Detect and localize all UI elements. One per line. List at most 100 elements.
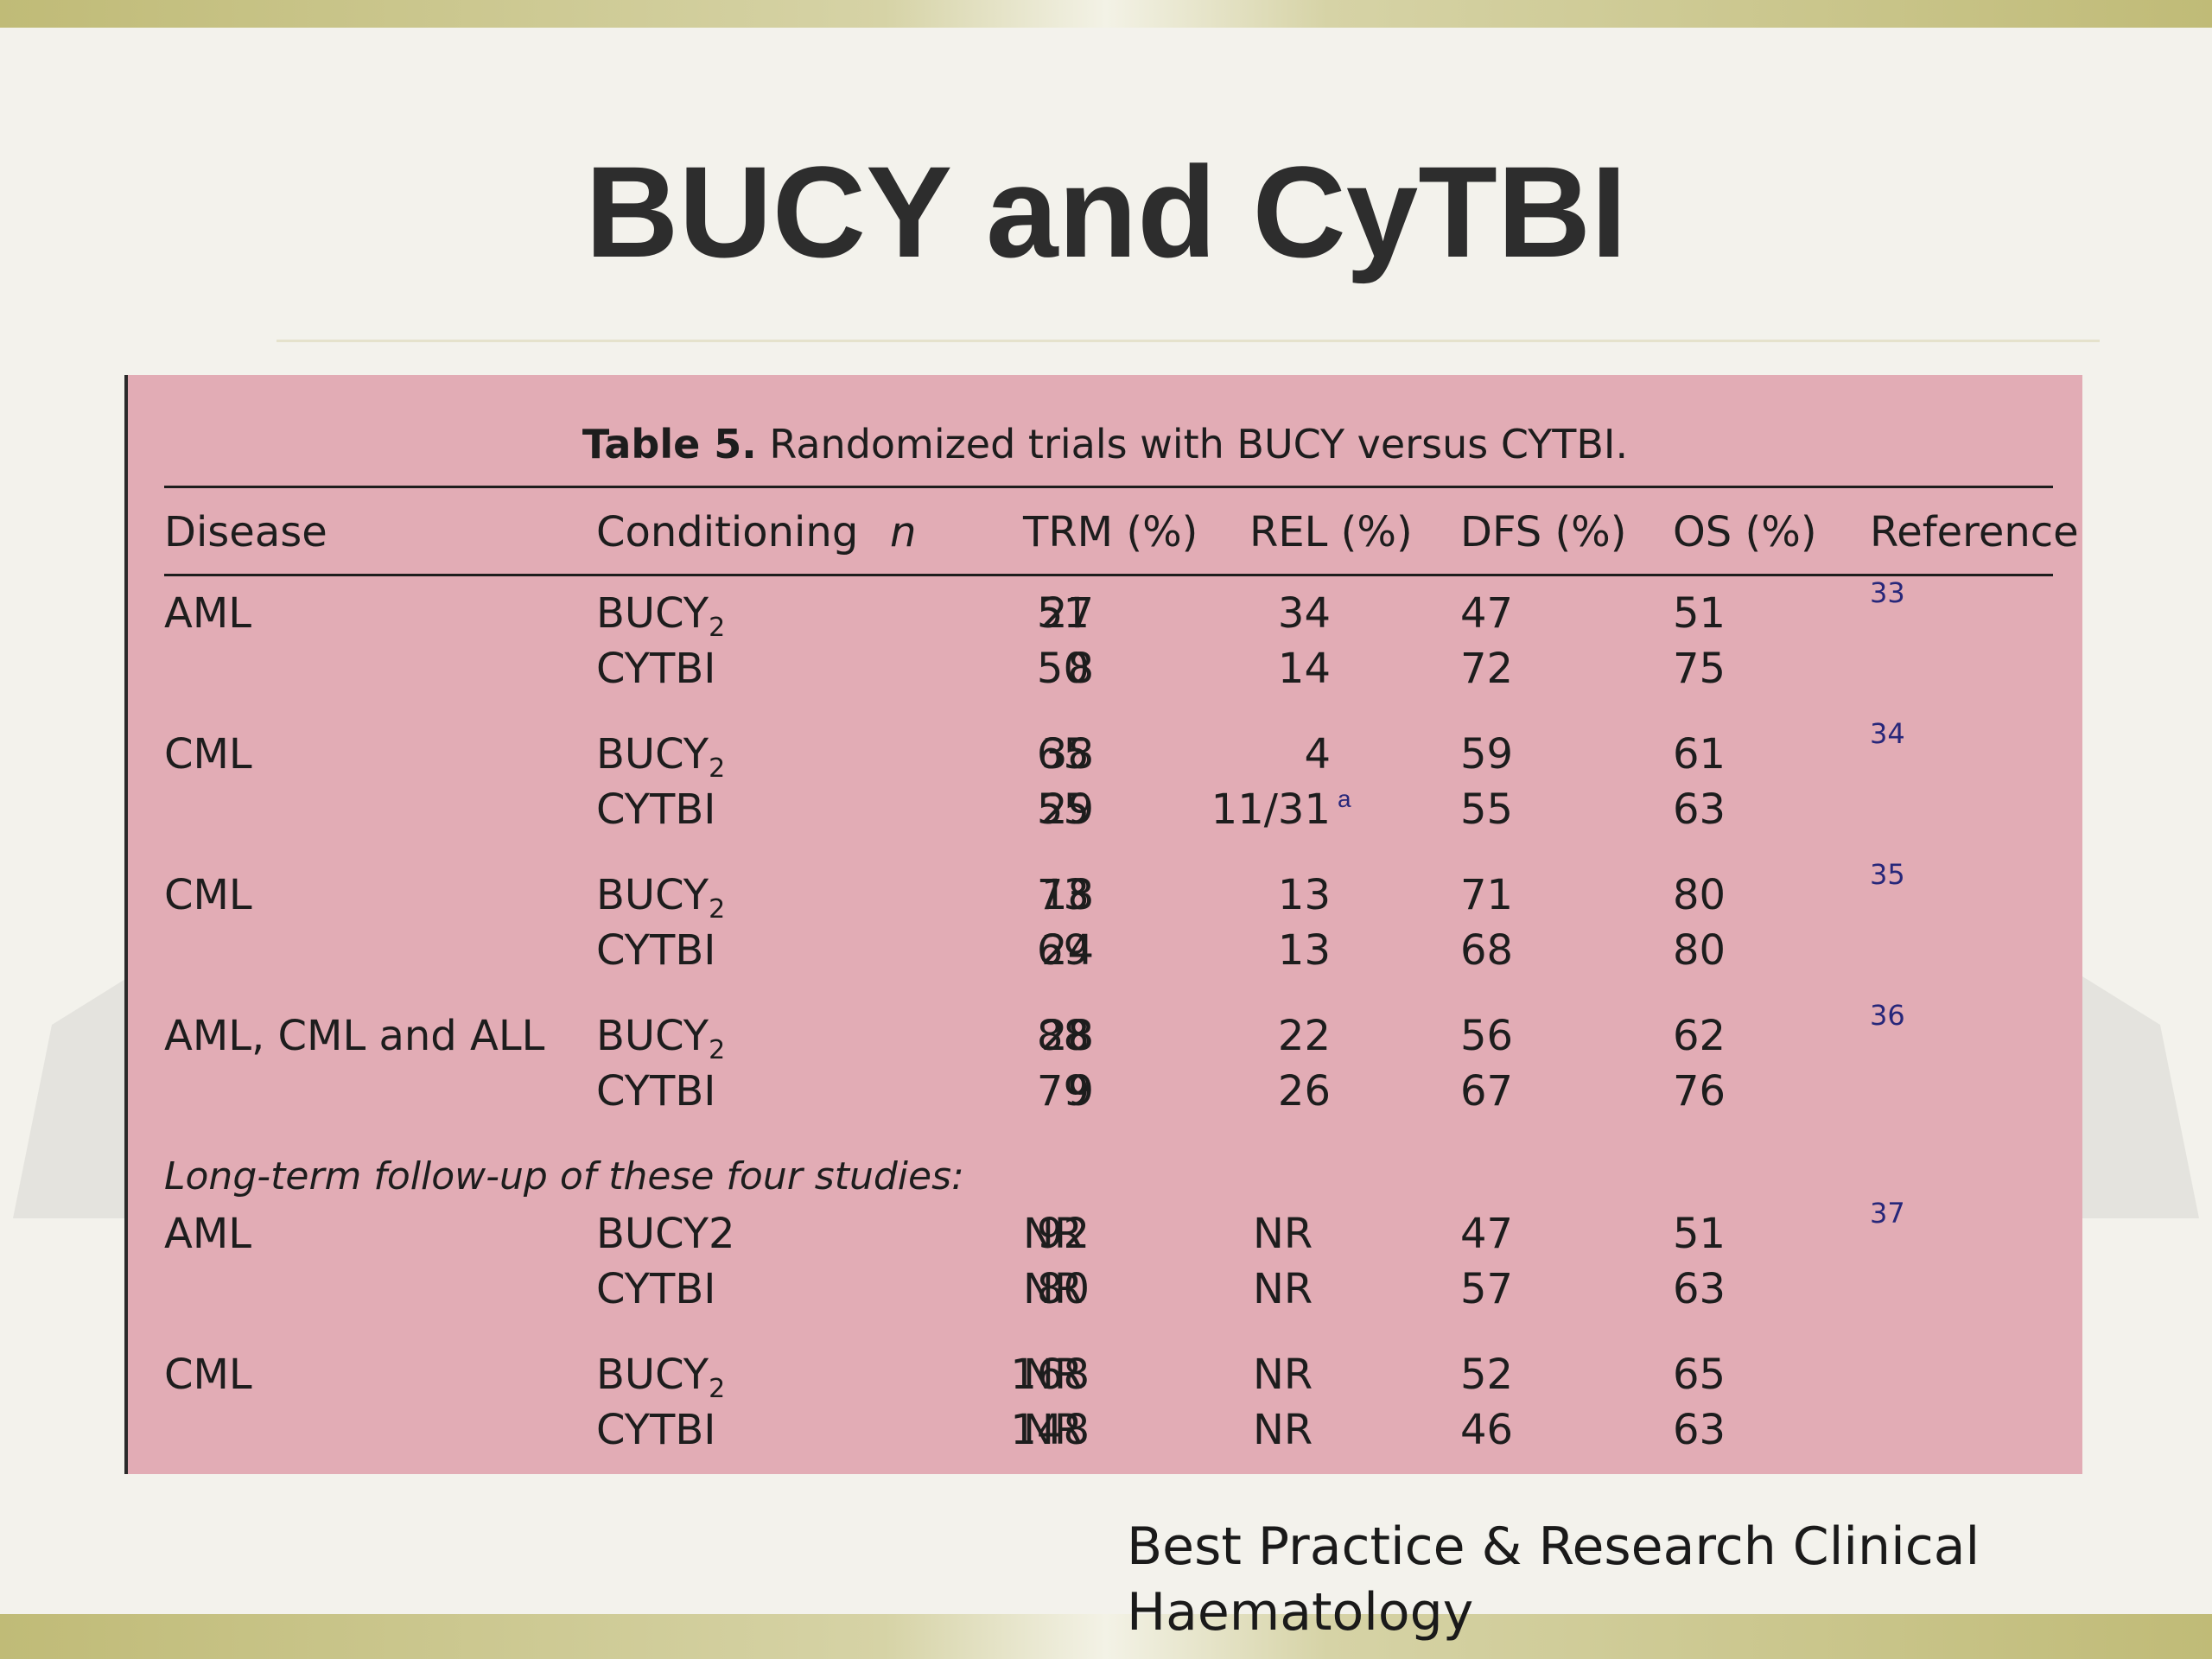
reference-link[interactable]: 36: [1870, 999, 1905, 1032]
conditioning-text: BUCY: [596, 1351, 709, 1399]
conditioning-text: BUCY: [596, 871, 709, 919]
trm-cell: NR: [1023, 1351, 1084, 1399]
trm-cell: NR: [1023, 1406, 1084, 1454]
rel-value: 22: [1277, 1012, 1331, 1060]
os-cell: 62: [1673, 1012, 1726, 1060]
trm-cell: 38: [1040, 730, 1094, 779]
rel-cell: NR: [1253, 1210, 1313, 1258]
rel-cell: 34: [1071, 588, 1331, 639]
trm-cell: 28: [1040, 1012, 1094, 1060]
n-cell: 80: [1036, 1265, 1090, 1313]
dfs-cell: 56: [1460, 1012, 1514, 1060]
conditioning-cell: BUCY2: [596, 728, 725, 782]
trm-cell: 27: [1040, 589, 1094, 638]
subscript: 2: [709, 753, 726, 784]
reference-link[interactable]: 34: [1870, 717, 1905, 750]
rel-cell: NR: [1253, 1265, 1313, 1313]
n-cell: 92: [1036, 1210, 1090, 1258]
conditioning-text: CYTBI: [596, 1067, 716, 1116]
dfs-cell: 47: [1460, 589, 1514, 638]
header-os: OS (%): [1673, 508, 1817, 556]
table-image: Table 5. Randomized trials with BUCY ver…: [124, 375, 2082, 1474]
n-cell: 51: [1036, 589, 1090, 638]
trm-cell: 9: [1067, 1067, 1094, 1116]
conditioning-text: CYTBI: [596, 1406, 716, 1454]
reference-link[interactable]: 37: [1870, 1197, 1905, 1230]
conditioning-cell: BUCY2: [596, 1208, 735, 1260]
conditioning-cell: CYTBI: [596, 1065, 715, 1117]
conditioning-cell: CYTBI: [596, 1263, 715, 1315]
followup-label: Long-term follow-up of these four studie…: [164, 1154, 964, 1198]
reference-link[interactable]: 35: [1870, 858, 1905, 891]
dfs-cell: 71: [1460, 871, 1514, 919]
os-cell: 76: [1673, 1067, 1726, 1116]
n-cell: 50: [1036, 645, 1090, 693]
slide-title: BUCY and CyTBI: [585, 139, 1627, 284]
top-decor-band: [0, 0, 2212, 28]
conditioning-text: CYTBI: [596, 785, 716, 834]
disease-cell: AML, CML and ALL: [164, 1012, 545, 1060]
trm-cell: 18: [1040, 871, 1094, 919]
os-cell: 63: [1673, 1406, 1726, 1454]
subscript: 2: [709, 894, 726, 925]
os-cell: 65: [1673, 1351, 1726, 1399]
conditioning-text: BUCY: [596, 730, 709, 779]
caption-text: Randomized trials with BUCY versus CYTBI…: [769, 421, 1629, 467]
dfs-cell: 47: [1460, 1210, 1514, 1258]
os-cell: 80: [1673, 871, 1726, 919]
left-decor-shape: [13, 976, 130, 1218]
conditioning-text: CYTBI: [596, 1265, 716, 1313]
trm-cell: 8: [1067, 645, 1094, 693]
trm-cell: NR: [1023, 1210, 1084, 1258]
dfs-cell: 67: [1460, 1067, 1514, 1116]
disease-cell: CML: [164, 730, 252, 779]
rel-cell: 22: [1071, 1010, 1331, 1062]
table-caption: Table 5. Randomized trials with BUCY ver…: [128, 420, 2082, 468]
disease-cell: CML: [164, 1351, 252, 1399]
header-trm: TRM (%): [1023, 508, 1198, 556]
header-n: n: [890, 508, 917, 556]
table-top-rule: [164, 486, 2053, 488]
trm-cell: 24: [1040, 926, 1094, 975]
conditioning-cell: BUCY2: [596, 1010, 726, 1065]
header-rule: [164, 574, 2053, 576]
os-cell: 75: [1673, 645, 1726, 693]
conditioning-text: BUCY: [596, 589, 709, 638]
conditioning-cell: BUCY2: [596, 1349, 725, 1402]
os-cell: 63: [1673, 1265, 1726, 1313]
conditioning-cell: BUCY2: [596, 869, 725, 923]
subscript: 2: [709, 613, 726, 643]
n-cell: 55: [1036, 785, 1090, 834]
rel-value: 26: [1277, 1067, 1331, 1116]
os-cell: 61: [1673, 730, 1726, 779]
rel-value: 13: [1277, 871, 1331, 919]
source-citation: Best Practice & Research Clinical Haemat…: [1127, 1516, 1980, 1643]
n-cell: 69: [1036, 926, 1090, 975]
n-cell: 73: [1036, 871, 1090, 919]
dfs-cell: 46: [1460, 1406, 1514, 1454]
header-rel: REL (%): [1249, 508, 1413, 556]
reference-link[interactable]: 33: [1870, 576, 1905, 609]
subscript: 2: [709, 1035, 726, 1065]
rel-cell: 11/31: [1071, 784, 1331, 836]
n-cell: 148: [1010, 1406, 1090, 1454]
disease-cell: AML: [164, 1210, 251, 1258]
dfs-cell: 57: [1460, 1265, 1514, 1313]
header-dfs: DFS (%): [1460, 508, 1627, 556]
right-decor-shape: [2082, 976, 2199, 1218]
trm-cell: 29: [1040, 785, 1094, 834]
title-divider: [276, 340, 2100, 342]
n-cell: 79: [1036, 1067, 1090, 1116]
conditioning-text: BUCY: [596, 1012, 709, 1060]
conditioning-cell: CYTBI: [596, 925, 715, 976]
conditioning-cell: CYTBI: [596, 643, 715, 695]
dfs-cell: 72: [1460, 645, 1514, 693]
trm-cell: NR: [1023, 1265, 1084, 1313]
os-cell: 51: [1673, 1210, 1726, 1258]
disease-cell: AML: [164, 589, 251, 638]
os-cell: 80: [1673, 926, 1726, 975]
n-cell: 168: [1010, 1351, 1090, 1399]
rel-cell: NR: [1253, 1406, 1313, 1454]
header-reference: Reference: [1870, 508, 2079, 556]
disease-cell: CML: [164, 871, 252, 919]
